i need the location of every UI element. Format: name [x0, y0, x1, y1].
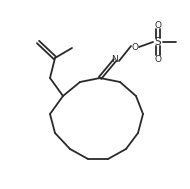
Text: O: O [154, 20, 162, 29]
Text: S: S [155, 37, 161, 47]
Text: N: N [111, 54, 117, 64]
Text: O: O [131, 43, 139, 51]
Text: O: O [154, 54, 162, 64]
